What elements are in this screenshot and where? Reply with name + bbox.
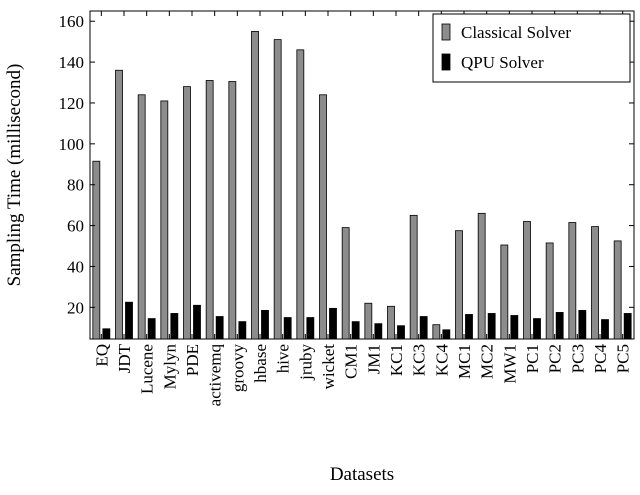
x-tick-label: MC2	[478, 344, 497, 379]
bar-classical-mylyn	[160, 100, 169, 340]
y-tick-label: 100	[59, 135, 85, 154]
bar-classical-pc5	[613, 240, 622, 340]
bar-qpu-pc1	[533, 318, 541, 340]
x-tick-label: MW1	[500, 344, 519, 384]
x-tick-label: JM1	[364, 344, 383, 374]
x-tick-label: hive	[274, 344, 293, 373]
x-tick-label: MC1	[455, 344, 474, 379]
x-tick-label: Lucene	[138, 344, 157, 394]
x-tick-label: PDE	[183, 344, 202, 376]
bar-qpu-mw1	[510, 315, 519, 340]
legend-swatch-qpu	[441, 53, 451, 71]
x-tick-label: PC1	[523, 344, 542, 373]
bar-qpu-hbase	[261, 309, 269, 340]
x-tick-label: KC3	[410, 344, 429, 376]
y-tick-label: 60	[67, 217, 84, 236]
bar-qpu-kc1	[397, 325, 405, 340]
bar-classical-mc2	[477, 212, 486, 340]
bars-group	[92, 31, 632, 340]
y-tick-label: 40	[67, 257, 84, 276]
legend-label-classical: Classical Solver	[461, 23, 571, 42]
y-tick-label: 20	[67, 298, 84, 317]
bar-classical-pc1	[523, 221, 531, 340]
x-tick-label: jruby	[296, 344, 315, 381]
x-tick-label: KC1	[387, 344, 406, 376]
x-axis-title: Datasets	[330, 464, 394, 485]
legend-swatch-classical	[441, 23, 451, 41]
bar-classical-eq	[92, 160, 101, 340]
bar-classical-pc4	[591, 226, 599, 340]
bar-classical-pc3	[568, 222, 577, 340]
x-tick-label: EQ	[92, 344, 111, 367]
bar-qpu-hive	[283, 317, 292, 340]
bar-classical-kc1	[387, 305, 395, 340]
bar-qpu-jm1	[374, 323, 383, 340]
bar-classical-pc2	[545, 242, 554, 340]
legend-label-qpu: QPU Solver	[461, 53, 544, 72]
bar-classical-wicket	[319, 94, 327, 340]
bar-classical-jm1	[364, 302, 373, 340]
bar-classical-kc3	[409, 214, 418, 340]
bar-qpu-pc3	[578, 309, 587, 340]
legend: Classical Solver QPU Solver	[432, 13, 631, 83]
bar-classical-activemq	[205, 80, 214, 340]
bar-qpu-eq	[102, 328, 111, 340]
x-tick-label: wicket	[319, 344, 338, 390]
bar-qpu-mc2	[487, 313, 496, 340]
bar-qpu-groovy	[238, 321, 247, 340]
bar-classical-hbase	[251, 31, 259, 340]
y-tick-label: 140	[59, 53, 85, 72]
bar-qpu-kc3	[419, 316, 428, 340]
bar-qpu-wicket	[329, 307, 337, 340]
bar-classical-pde	[183, 86, 191, 340]
x-tick-label: hbase	[251, 344, 270, 383]
x-tick-label: groovy	[228, 344, 247, 393]
bar-qpu-pc4	[601, 319, 609, 340]
x-tick-label: PC5	[614, 344, 633, 373]
y-axis: 20 40 60 80 100 120 140 160	[59, 12, 634, 317]
x-axis: EQ JDT Lucene Mylyn PDE activemq groovy hbase hi…	[92, 11, 633, 407]
bar-qpu-lucene	[147, 318, 156, 340]
x-tick-label: Mylyn	[160, 344, 179, 390]
legend-box	[432, 13, 631, 83]
bar-classical-hive	[273, 39, 282, 340]
plot-frame	[89, 10, 635, 340]
bar-qpu-pde	[193, 304, 201, 340]
x-tick-label: JDT	[115, 343, 134, 373]
bar-qpu-activemq	[215, 316, 224, 340]
bar-classical-jdt	[115, 69, 123, 340]
bar-qpu-mylyn	[170, 313, 179, 340]
y-tick-label: 120	[59, 94, 85, 113]
x-tick-label: activemq	[206, 344, 225, 407]
y-tick-label: 80	[67, 176, 84, 195]
x-tick-label: KC4	[432, 344, 451, 377]
bar-classical-mw1	[500, 244, 509, 340]
x-tick-label: CM1	[342, 344, 361, 379]
bar-classical-cm1	[341, 227, 350, 340]
bar-qpu-mc1	[465, 314, 473, 340]
bar-qpu-kc4	[442, 329, 451, 340]
x-tick-label: PC4	[591, 344, 610, 374]
bar-qpu-cm1	[351, 321, 360, 340]
bar-qpu-pc2	[555, 312, 564, 340]
bar-qpu-pc5	[623, 313, 632, 340]
bar-classical-groovy	[228, 81, 237, 340]
bar-classical-jruby	[296, 49, 305, 340]
y-tick-label: 160	[59, 12, 85, 31]
x-tick-label: PC2	[546, 344, 565, 373]
bar-classical-kc4	[432, 324, 441, 340]
bar-qpu-jruby	[306, 317, 315, 340]
plot-area	[89, 10, 635, 340]
bar-classical-lucene	[137, 94, 146, 340]
bar-classical-mc1	[455, 230, 463, 340]
bar-qpu-jdt	[125, 301, 133, 340]
y-axis-title: Sampling Time (millisecond)	[4, 64, 25, 287]
x-tick-label: PC3	[568, 344, 587, 373]
